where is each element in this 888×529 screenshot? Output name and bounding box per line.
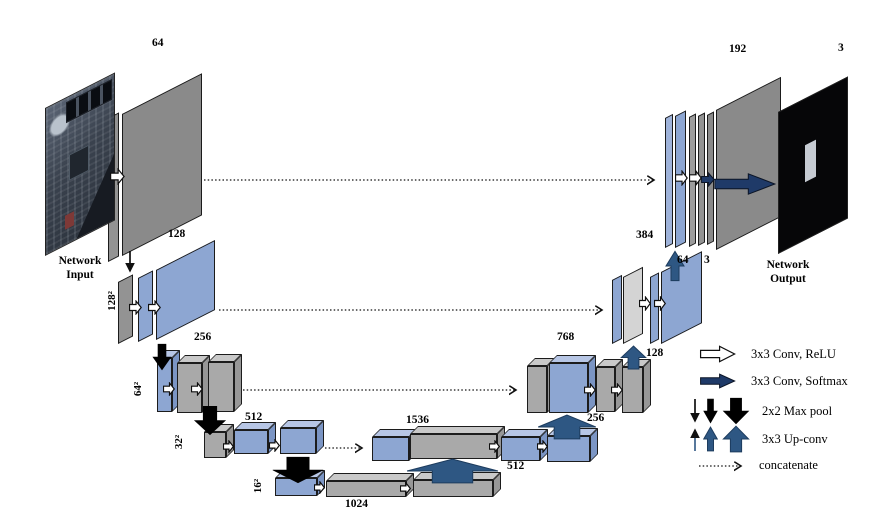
enc4-box-blue-2 xyxy=(280,420,324,454)
dec3-slab-blue xyxy=(549,355,596,413)
dec1-plane-4 xyxy=(698,112,705,246)
input-photo-chip xyxy=(69,145,89,181)
label-dec-l3-concat: 768 xyxy=(557,331,575,343)
bottom-box-gray-2 xyxy=(413,472,501,497)
label-up-512: 512 xyxy=(507,460,525,472)
network-input-caption-line2: Input xyxy=(66,269,94,282)
dec3-slab-gray-1 xyxy=(527,358,555,413)
legend-label: 3x3 Conv, ReLU xyxy=(751,346,836,361)
enc2-plane-blue-2 xyxy=(156,239,215,340)
label-dec-l2-out: 3 xyxy=(704,254,710,266)
dec4-box-blue-1 xyxy=(501,429,548,461)
legend-row-max-pool: 2x2 Max pool xyxy=(690,396,832,426)
label-dec-l2-concat: 384 xyxy=(636,229,654,241)
enc4-box-gray xyxy=(204,424,234,458)
bottom-box-blue xyxy=(275,470,325,496)
label-enc-l3-channels: 256 xyxy=(194,331,212,343)
bottom-box-gray-1024 xyxy=(326,473,414,497)
dec4-box-blue-concat xyxy=(372,429,417,461)
label-size-l5: 16² xyxy=(252,478,264,494)
input-photo-red-component xyxy=(65,211,74,231)
legend-label: concatenate xyxy=(759,458,818,472)
dec1-plane-1 xyxy=(665,113,673,248)
legend-label: 3x3 Up-conv xyxy=(762,431,828,446)
label-dec-l1-concat: 192 xyxy=(729,43,747,55)
dec3-slab-gray-3 xyxy=(622,359,651,413)
label-size-l4: 32² xyxy=(173,434,185,450)
label-dec-l2-conv: 64 xyxy=(677,254,689,266)
input-photo-capacitor-row xyxy=(66,79,112,124)
network-output-caption-line1: Network xyxy=(766,259,810,271)
dec4-box-blue-2 xyxy=(547,428,598,462)
dec4-box-gray-1536 xyxy=(410,426,505,459)
label-enc-l4-channels: 512 xyxy=(245,411,263,423)
label-up-128: 128 xyxy=(646,347,664,359)
label-up-256: 256 xyxy=(587,412,605,424)
dec2-slab-lightgray xyxy=(623,266,643,344)
label-dec-l4-concat: 1536 xyxy=(406,414,429,426)
dec2-slab-blue-1 xyxy=(612,274,622,344)
label-bottleneck-channels: 1024 xyxy=(345,498,368,510)
concatenate-dotted-arrow-icon xyxy=(699,459,749,473)
enc3-slab-blue xyxy=(157,350,180,412)
legend-row-conv-relu: 3x3 Conv, ReLU xyxy=(697,344,836,364)
network-input-image xyxy=(45,72,115,256)
label-size-l2: 128² xyxy=(106,291,118,311)
dec3-slab-gray-2 xyxy=(596,359,623,412)
legend-label: 3x3 Conv, Softmax xyxy=(751,373,848,388)
dec2-slab-blue-2 xyxy=(650,272,659,344)
enc3-slab-gray-1 xyxy=(177,355,210,413)
enc2-plane-gray xyxy=(118,274,133,344)
enc2-plane-blue-1 xyxy=(138,270,153,342)
dec1-plane-big xyxy=(716,76,781,250)
max-pool-arrows-icon xyxy=(690,397,750,425)
legend-row-conv-softmax: 3x3 Conv, Softmax xyxy=(697,372,848,390)
enc3-slab-gray-2 xyxy=(208,354,242,412)
conv-softmax-arrow-icon xyxy=(699,373,736,389)
conv-relu-arrow-icon xyxy=(699,345,736,363)
legend-label: 2x2 Max pool xyxy=(762,403,833,418)
up-conv-arrows-icon xyxy=(690,425,750,453)
legend-row-concatenate: concatenate xyxy=(697,458,818,473)
network-output-caption-line2: Output xyxy=(770,273,806,286)
network-output-caption: Network Output xyxy=(748,258,828,287)
dec1-plane-2 xyxy=(675,110,686,248)
label-enc-l2-channels: 128 xyxy=(168,228,186,240)
label-output-channels: 3 xyxy=(838,42,844,54)
legend-row-up-conv: 3x3 Up-conv xyxy=(690,424,828,454)
dec1-plane-3 xyxy=(689,113,696,247)
network-input-caption-line1: Network xyxy=(58,255,102,267)
output-segmentation-region xyxy=(804,139,817,182)
network-input-caption: Network Input xyxy=(28,254,132,283)
enc4-box-blue-1 xyxy=(234,422,276,454)
enc1-plane-2 xyxy=(122,73,202,256)
label-enc-l1-channels: 64 xyxy=(152,37,164,49)
dec1-plane-5 xyxy=(707,111,714,245)
network-output-image xyxy=(778,76,848,254)
label-size-l3: 64² xyxy=(132,381,144,397)
